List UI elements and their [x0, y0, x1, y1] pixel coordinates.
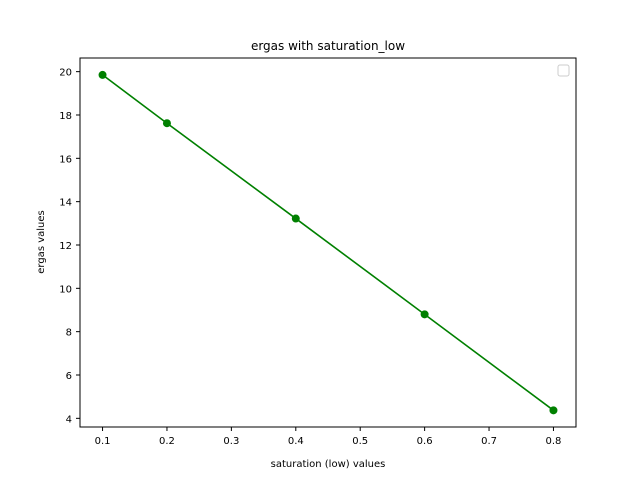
data-point — [98, 70, 107, 79]
series-layer — [98, 70, 558, 415]
legend-box — [557, 64, 570, 77]
x-tick-label: 0.4 — [288, 436, 304, 447]
x-axis-ticks: 0.1 0.2 0.3 0.4 0.5 0.6 0.7 0.8 — [95, 427, 562, 447]
y-tick-label: 4 — [66, 414, 72, 425]
data-point — [420, 310, 429, 319]
y-tick-label: 18 — [59, 111, 72, 122]
y-axis-label: ergas values — [36, 210, 47, 273]
legend — [557, 64, 570, 77]
y-tick-label: 8 — [66, 328, 72, 339]
y-tick-label: 14 — [59, 198, 72, 209]
x-tick-label: 0.6 — [417, 436, 433, 447]
data-point — [549, 406, 558, 415]
x-axis-label: saturation (low) values — [271, 459, 386, 470]
chart-title: ergas with saturation_low — [251, 39, 405, 53]
y-tick-label: 6 — [66, 371, 72, 382]
y-axis-ticks: 4 6 8 10 12 14 16 18 20 — [59, 68, 80, 425]
x-tick-label: 0.1 — [95, 436, 111, 447]
data-point — [291, 214, 300, 223]
y-tick-label: 12 — [59, 241, 72, 252]
data-point — [162, 119, 171, 128]
x-tick-label: 0.3 — [223, 436, 239, 447]
x-tick-label: 0.2 — [159, 436, 175, 447]
x-tick-label: 0.8 — [546, 436, 562, 447]
x-tick-label: 0.5 — [352, 436, 368, 447]
y-tick-label: 16 — [59, 154, 72, 165]
plot-frame — [79, 57, 577, 428]
x-tick-label: 0.7 — [481, 436, 497, 447]
y-tick-label: 10 — [59, 284, 72, 295]
plot-area: 0.1 0.2 0.3 0.4 0.5 0.6 0.7 0.8 4 6 8 10 12 14 16 18 20 — [59, 57, 577, 447]
y-tick-label: 20 — [59, 68, 72, 79]
